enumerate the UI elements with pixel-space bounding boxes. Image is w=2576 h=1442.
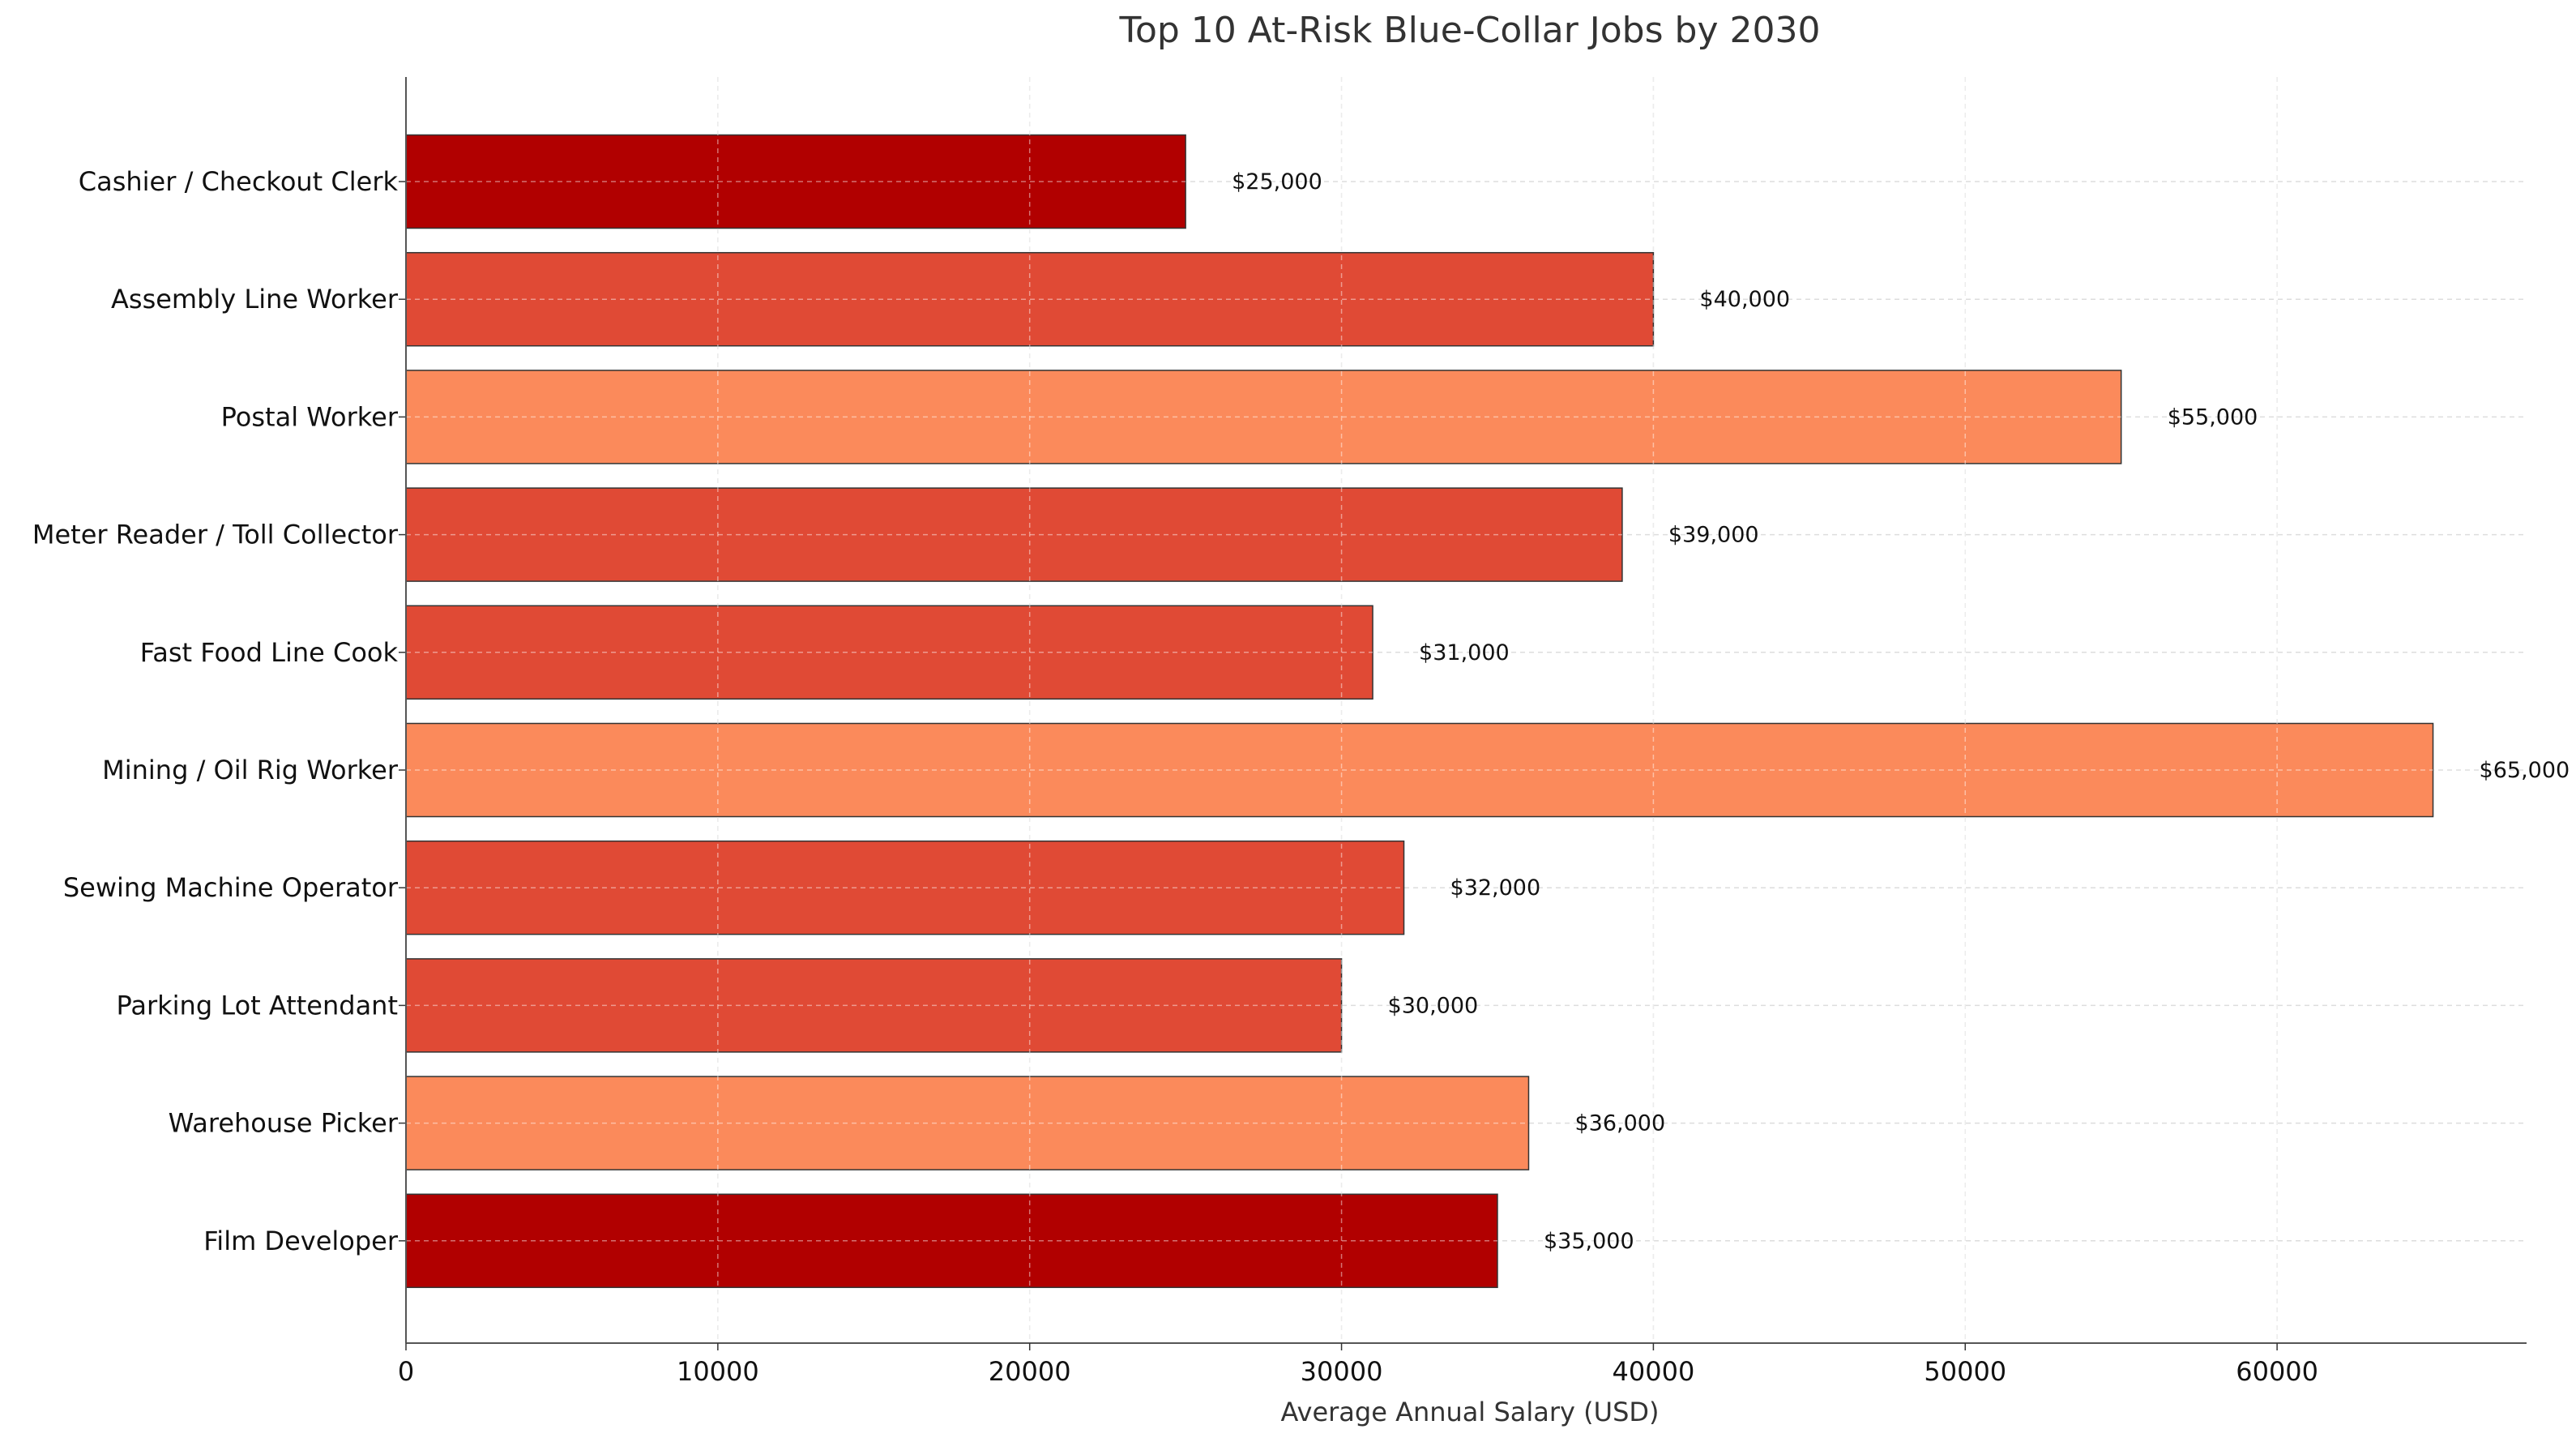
bar (405, 251, 1655, 347)
bar (405, 134, 1186, 229)
bar-value-label: $30,000 (1388, 993, 1479, 1018)
bar-value-label: $39,000 (1668, 523, 1759, 548)
bar-value-label: $65,000 (2480, 758, 2570, 783)
bar (405, 370, 2122, 464)
category-label: Parking Lot Attendant (116, 990, 398, 1021)
category-label: Film Developer (203, 1226, 399, 1256)
bar-value-label: $36,000 (1574, 1111, 1665, 1136)
x-tick-label: 50000 (1924, 1356, 2006, 1387)
bar-value-label: $55,000 (2168, 404, 2258, 430)
category-label: Assembly Line Worker (111, 284, 399, 315)
category-label: Warehouse Picker (169, 1108, 399, 1139)
x-tick-label: 10000 (677, 1356, 759, 1387)
bar-value-label: $32,000 (1450, 875, 1541, 901)
bar (405, 605, 1373, 700)
bar (405, 840, 1405, 935)
category-label: Meter Reader / Toll Collector (32, 520, 399, 550)
bar (405, 487, 1623, 582)
x-tick-label: 40000 (1613, 1356, 1695, 1387)
category-label: Mining / Oil Rig Worker (102, 755, 399, 785)
bar (405, 722, 2434, 818)
bar-value-label: $25,000 (1232, 169, 1322, 195)
bar (405, 1193, 1498, 1289)
chart-title: Top 10 At-Risk Blue-Collar Jobs by 2030 (1119, 10, 1821, 51)
x-tick-label: 20000 (989, 1356, 1071, 1387)
bar-value-label: $35,000 (1544, 1229, 1634, 1254)
labels-layer: $25,000 Cashier / Checkout Clerk $40,000 As… (32, 166, 2570, 1387)
bars-layer (405, 134, 2434, 1289)
category-label: Sewing Machine Operator (63, 872, 399, 903)
bar-value-label: $40,000 (1699, 287, 1790, 312)
grid-front-layer (406, 77, 2433, 1343)
x-tick-label: 0 (398, 1356, 414, 1387)
x-axis-title: Average Annual Salary (USD) (1280, 1397, 1659, 1427)
x-tick-label: 60000 (2236, 1356, 2318, 1387)
bar-value-label: $31,000 (1419, 640, 1510, 665)
category-label: Fast Food Line Cook (140, 637, 399, 668)
bar (405, 1076, 1530, 1170)
category-label: Postal Worker (221, 401, 399, 432)
x-tick-label: 30000 (1301, 1356, 1383, 1387)
category-label: Cashier / Checkout Clerk (79, 166, 399, 197)
axes-layer (399, 77, 2527, 1350)
